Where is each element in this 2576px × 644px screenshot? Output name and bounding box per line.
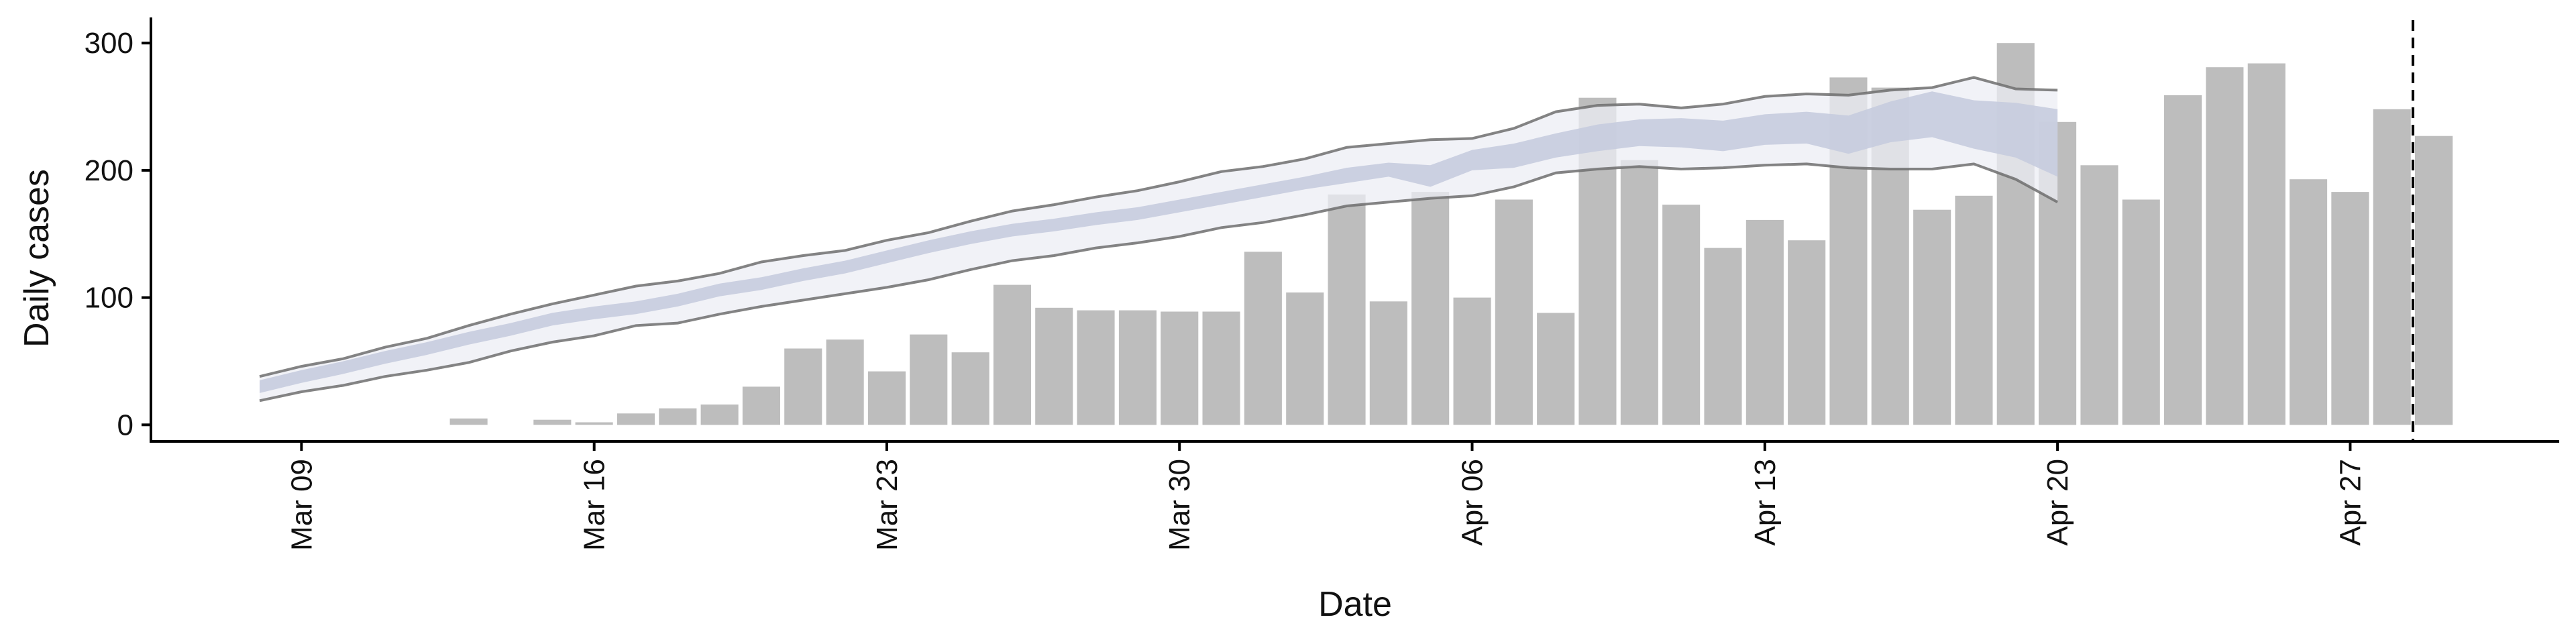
inner-interval-band [260, 91, 2058, 393]
bar [1453, 297, 1491, 425]
bar [2247, 63, 2286, 425]
estimate-bands [259, 76, 2059, 402]
bar [659, 408, 697, 425]
bar [2164, 95, 2202, 425]
bar [2373, 109, 2411, 425]
y-tick-label: 300 [85, 27, 133, 60]
bar [575, 422, 613, 425]
bar [784, 348, 822, 425]
x-tick-label: Mar 23 [871, 459, 904, 551]
bar [2080, 165, 2118, 425]
bar [1369, 301, 1407, 425]
bar [1328, 194, 1366, 425]
bar [826, 339, 864, 425]
y-tick-label: 200 [85, 154, 133, 187]
bar [1077, 310, 1115, 425]
bar [2290, 179, 2328, 425]
bar [910, 334, 948, 425]
y-tick-label: 0 [117, 409, 133, 441]
bar [1913, 209, 1951, 425]
x-tick-label: Mar 16 [578, 459, 611, 551]
bar [449, 418, 488, 425]
bar [993, 284, 1031, 425]
bar [1620, 160, 1658, 425]
bar [1746, 219, 1784, 425]
y-tick-label: 100 [85, 282, 133, 315]
x-tick-label: Apr 13 [1749, 459, 1782, 546]
axes [142, 17, 2559, 451]
x-axis-title: Date [1318, 585, 1392, 624]
bar [1161, 311, 1199, 425]
x-tick-label: Apr 27 [2334, 459, 2367, 546]
bar [1411, 192, 1450, 425]
bar [533, 419, 572, 425]
lower-bound-line [259, 162, 2059, 402]
bar [2122, 199, 2160, 425]
x-tick-label: Mar 09 [285, 459, 318, 551]
x-tick-label: Apr 20 [2041, 459, 2074, 546]
bar [1035, 307, 1073, 425]
y-axis-title: Daily cases [17, 169, 56, 347]
bar [1118, 310, 1157, 425]
bar [1244, 252, 1282, 425]
bar [951, 352, 989, 425]
x-tick-label: Mar 30 [1163, 459, 1196, 551]
bar [1495, 199, 1533, 425]
bar [1537, 313, 1575, 425]
bar [1662, 205, 1701, 425]
upper-bound-line [259, 76, 2058, 378]
bar [1955, 195, 1993, 425]
bar [1704, 248, 1742, 425]
bar [2331, 192, 2369, 425]
bar [867, 371, 906, 425]
bar [2206, 67, 2244, 425]
bar [2415, 136, 2453, 425]
bar [700, 405, 739, 425]
bar [616, 413, 655, 425]
bar [1202, 311, 1240, 425]
x-tick-label: Apr 06 [1456, 459, 1489, 546]
bar [742, 386, 780, 425]
bar [1788, 240, 1826, 425]
tick-labels: 0 100 200 300 Mar 09 Mar 16 Mar 23 Mar 30 Apr 06… [85, 27, 2367, 551]
bars-layer [449, 43, 2453, 425]
bar [1286, 292, 1324, 425]
